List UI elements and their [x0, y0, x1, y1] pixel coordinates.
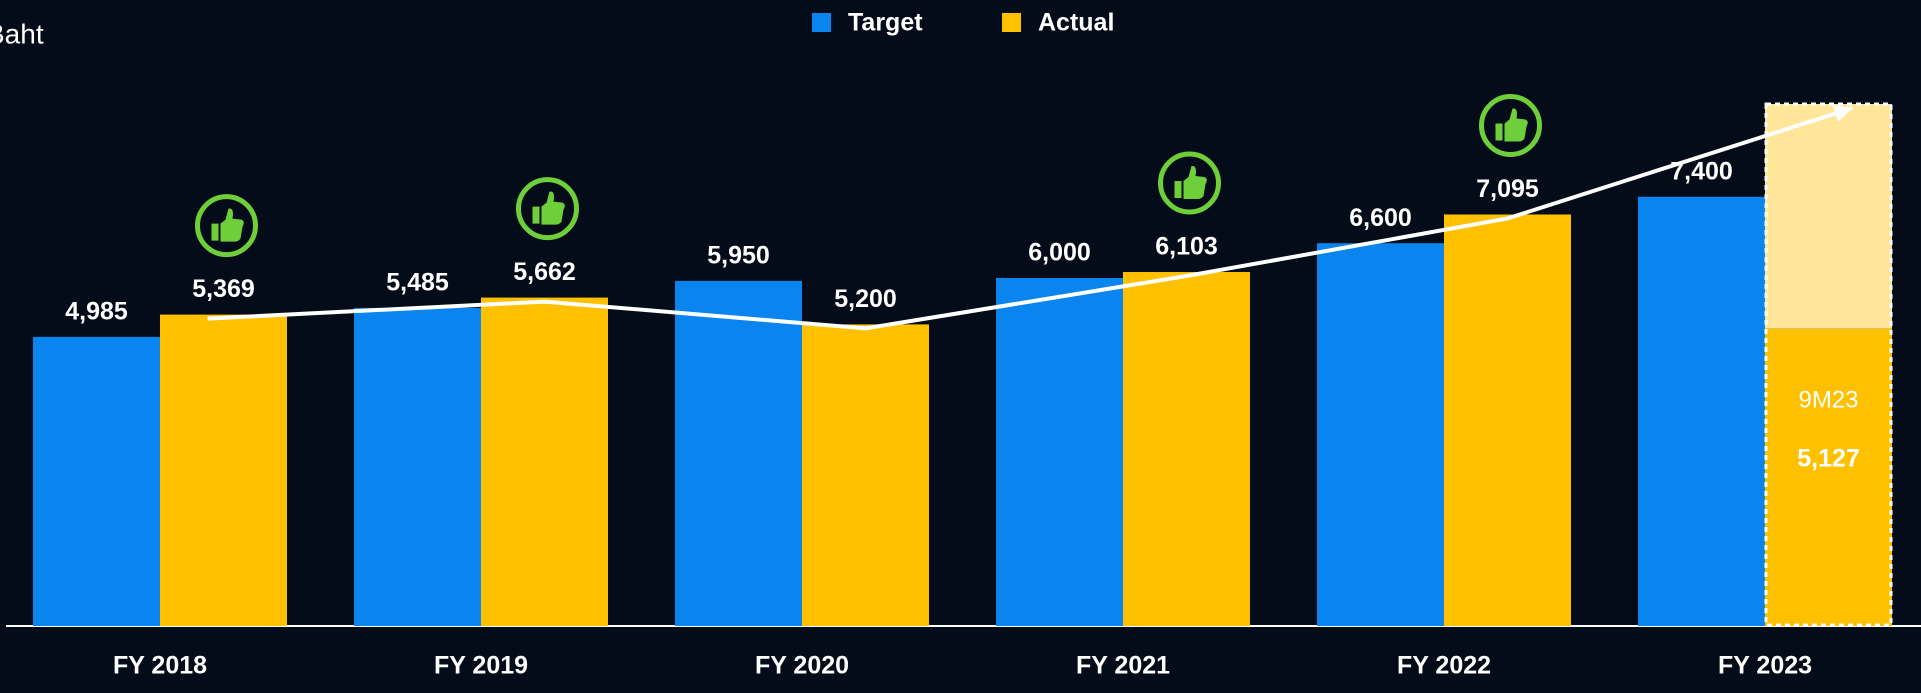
unit-label: Baht [0, 18, 44, 49]
projection-area [1765, 104, 1892, 329]
value-label: 5,200 [834, 285, 897, 313]
value-label: 5,369 [192, 275, 255, 303]
trend-arrowhead [1832, 104, 1853, 123]
bar [354, 307, 481, 626]
bar [802, 324, 929, 626]
thumbs-up-icon [220, 208, 244, 242]
value-label: 5,950 [707, 242, 770, 270]
bar [1638, 196, 1765, 627]
value-label: 7,095 [1476, 175, 1539, 203]
bar [1123, 272, 1250, 626]
thumbs-up-icon [1158, 151, 1221, 215]
thumbs-up-icon [1479, 93, 1542, 157]
value-label: 5,127 [1797, 445, 1860, 473]
thumbs-up-icon [1174, 181, 1182, 199]
x-tick-label: FY 2022 [1397, 652, 1491, 680]
value-label: 4,985 [65, 297, 128, 325]
thumbs-up-icon [195, 194, 258, 258]
bar [160, 314, 287, 626]
thumbs-up-icon [532, 206, 540, 224]
value-label: 6,103 [1155, 233, 1218, 261]
thumbs-up-icon [1183, 165, 1207, 200]
value-label: 6,000 [1028, 239, 1091, 267]
x-tick-label: FY 2018 [113, 652, 207, 680]
legend-label: Target [848, 9, 923, 37]
thumbs-up-icon [516, 177, 579, 241]
bar [481, 297, 608, 626]
bar [675, 280, 802, 626]
legend-swatch [812, 13, 831, 32]
value-label: 5,485 [386, 268, 449, 296]
thumbs-up-icon [541, 191, 565, 225]
thumbs-up-icon [211, 223, 219, 241]
bar [1444, 214, 1571, 627]
value-label: 5,662 [513, 258, 576, 286]
trend-line [207, 106, 1854, 331]
x-tick-label: FY 2019 [434, 652, 528, 680]
value-label: 6,600 [1349, 204, 1412, 232]
legend-swatch [1002, 13, 1021, 32]
legend-label: Actual [1038, 9, 1114, 37]
bar [1765, 328, 1892, 626]
bar [1317, 243, 1444, 626]
x-tick-label: FY 2023 [1718, 652, 1812, 680]
bar [996, 278, 1123, 626]
x-tick-label: FY 2021 [1076, 652, 1170, 680]
thumbs-up-icon [1504, 108, 1528, 142]
annotation: 9M23 [1798, 386, 1858, 413]
bar [33, 336, 160, 626]
thumbs-up-icon [1495, 123, 1503, 141]
x-tick-label: FY 2020 [755, 652, 849, 680]
